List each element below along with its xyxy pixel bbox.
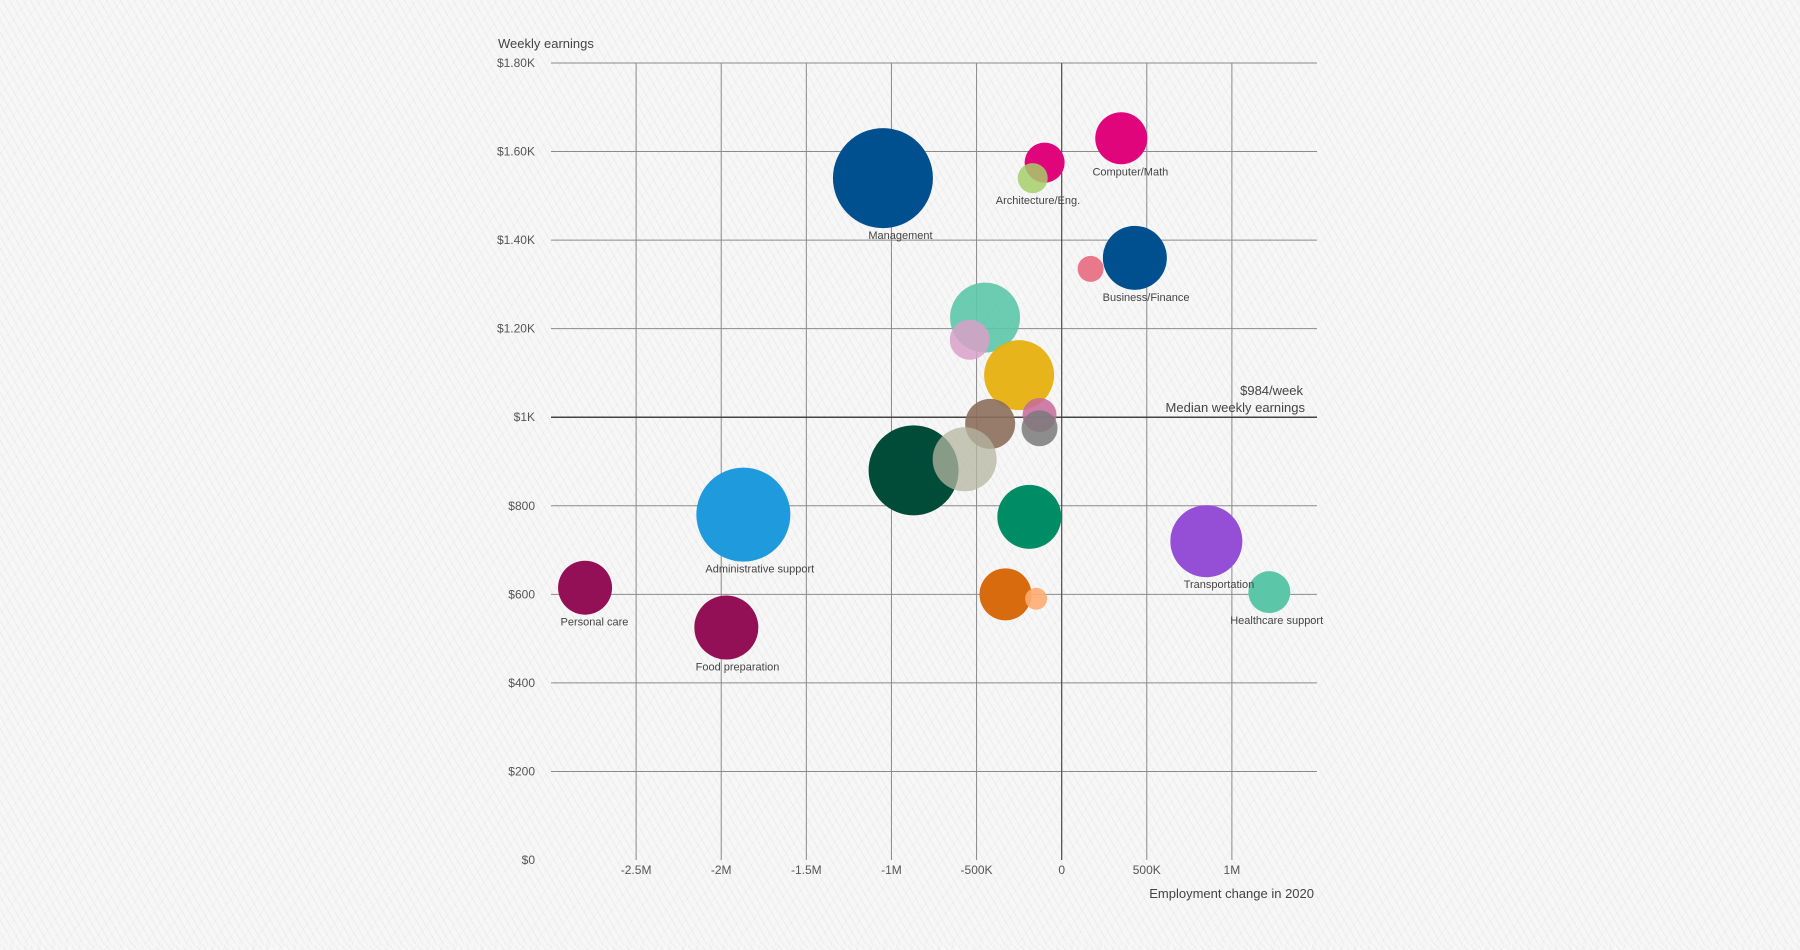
bubble <box>1017 163 1048 194</box>
bubble <box>1248 571 1291 614</box>
bubble <box>1077 255 1104 282</box>
bubble-label: Food preparation <box>696 662 780 674</box>
y-tick-label: $1.20K <box>497 322 535 336</box>
bubble <box>979 568 1032 621</box>
bubbles <box>558 112 1291 660</box>
bubble <box>1095 112 1148 165</box>
bubble <box>984 340 1055 411</box>
x-axis-title: Employment change in 2020 <box>1149 886 1314 901</box>
axis-ticks: $0 $200 $400 $600 $800 $1K $1.20K $1.40K $1.60K $… <box>497 56 1240 877</box>
bubble <box>1025 587 1048 610</box>
bubble <box>932 427 997 492</box>
median-value-label: $984/week <box>1240 383 1303 398</box>
bubble <box>1170 505 1243 578</box>
bubble-label: Administrative support <box>705 564 814 576</box>
y-tick-label: $600 <box>508 587 535 601</box>
bubble-label: Business/Finance <box>1103 292 1190 304</box>
bubble-labels: Management Computer/Math Architecture/Eng.… <box>561 166 1324 673</box>
y-tick-label: $1.60K <box>497 145 535 159</box>
bubble-label: Computer/Math <box>1092 166 1168 178</box>
y-tick-label: $400 <box>508 676 535 690</box>
x-tick-label: 1M <box>1224 863 1241 877</box>
y-tick-label: $1K <box>514 410 535 424</box>
median-reference: $984/week Median weekly earnings <box>551 383 1317 418</box>
x-tick-label: -500K <box>961 863 993 877</box>
bubble <box>997 484 1062 549</box>
bubble-label: Personal care <box>561 617 629 629</box>
x-tick-label: -2.5M <box>621 863 652 877</box>
bubble <box>1102 225 1167 290</box>
bubble <box>1021 410 1058 447</box>
x-tick-label: -1M <box>881 863 902 877</box>
x-tick-label: 500K <box>1133 863 1161 877</box>
y-tick-label: $200 <box>508 764 535 778</box>
bubble <box>696 467 791 562</box>
bubble <box>694 595 759 660</box>
median-label: Median weekly earnings <box>1166 400 1306 415</box>
bubble <box>832 128 933 229</box>
x-tick-label: -2M <box>711 863 732 877</box>
bubble-label: Management <box>868 230 932 242</box>
bubble-label: Transportation <box>1184 579 1255 591</box>
y-tick-label: $800 <box>508 499 535 513</box>
x-tick-label: 0 <box>1058 863 1065 877</box>
bubble <box>949 319 990 360</box>
bubble <box>558 560 613 615</box>
y-axis-title: Weekly earnings <box>498 36 594 51</box>
bubble-label: Architecture/Eng. <box>996 195 1080 207</box>
bubble-label: Healthcare support <box>1230 615 1323 627</box>
y-tick-label: $0 <box>522 853 536 867</box>
x-tick-label: -1.5M <box>791 863 822 877</box>
y-tick-label: $1.40K <box>497 233 535 247</box>
y-tick-label: $1.80K <box>497 56 535 70</box>
